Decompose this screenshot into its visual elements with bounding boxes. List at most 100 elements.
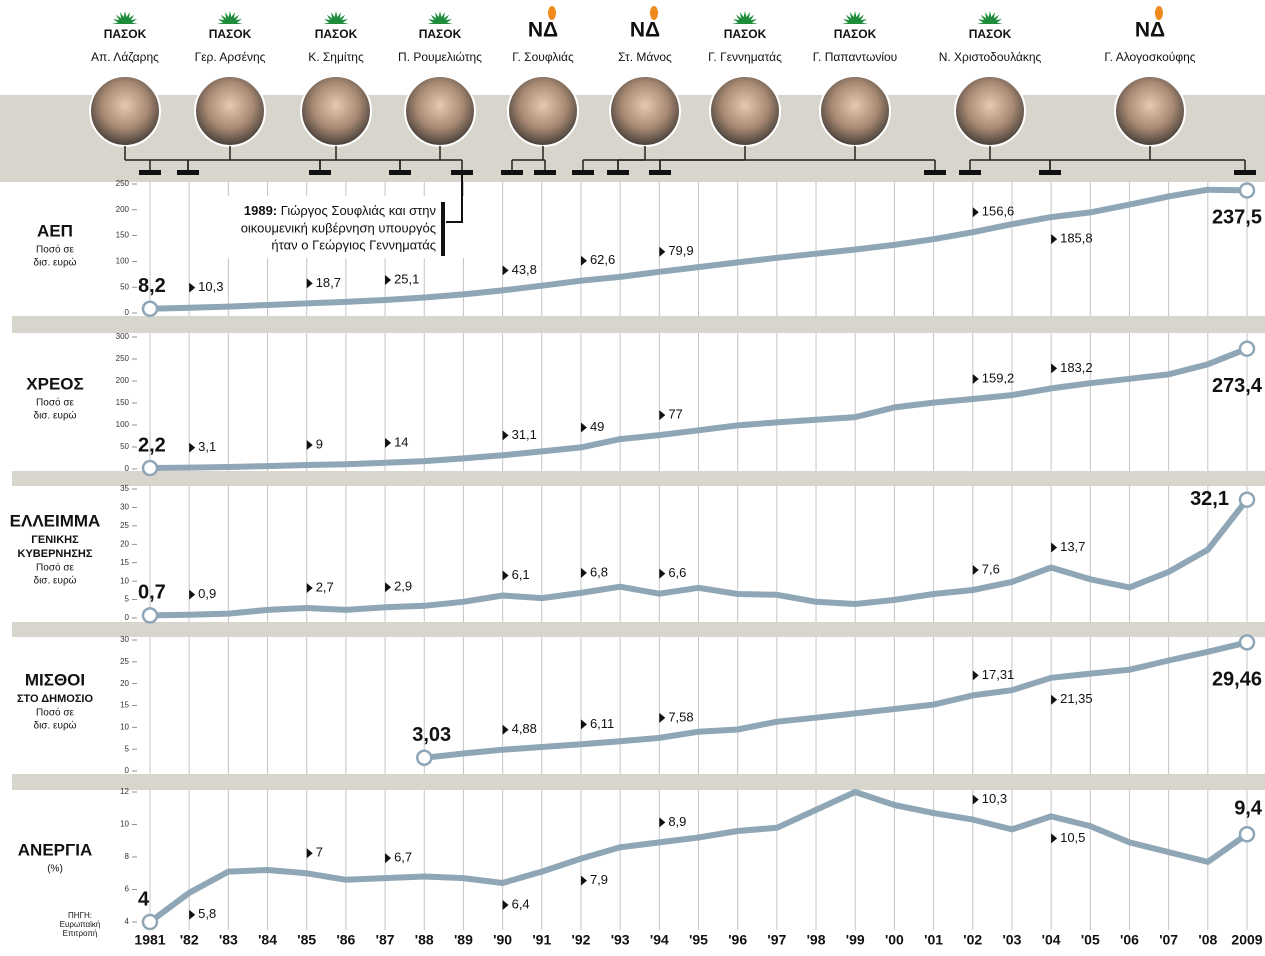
value-label: 49	[590, 419, 604, 434]
x-tick-label: '97	[767, 932, 786, 948]
value-label: 13,7	[1060, 539, 1085, 554]
x-tick-label: '88	[415, 932, 434, 948]
y-tick-label: 25	[120, 521, 129, 530]
data-line	[147, 789, 1250, 925]
tenure-end	[649, 170, 671, 175]
party-label: ΠΑΣΟΚ	[834, 27, 877, 41]
party-label: ΠΑΣΟΚ	[969, 27, 1012, 41]
y-tick-label: 0	[125, 464, 130, 473]
minister-name: Γ. Σουφλιάς	[512, 50, 574, 64]
chart-subtitle: δισ. ευρώ	[34, 410, 77, 422]
minister-name: Γ. Γεννηματάς	[708, 50, 782, 64]
x-tick-label: '02	[963, 932, 982, 948]
label-arrow	[306, 583, 313, 594]
value-label: 185,8	[1060, 231, 1093, 246]
x-tick-label: 2009	[1231, 932, 1262, 948]
minister-name: Κ. Σημίτης	[308, 50, 364, 64]
label-arrow	[385, 437, 392, 448]
label-arrow	[502, 570, 509, 581]
x-tick-label: '07	[1159, 932, 1178, 948]
label-arrow	[1051, 694, 1058, 705]
value-label: 9	[316, 436, 323, 451]
label-arrow	[972, 207, 979, 218]
end-point	[1238, 340, 1256, 357]
label-arrow	[580, 875, 587, 886]
value-label: 62,6	[590, 252, 615, 267]
value-label: 4	[138, 888, 150, 910]
chart-subtitle: δισ. ευρώ	[34, 257, 77, 269]
party-label: ΠΑΣΟΚ	[315, 27, 358, 41]
value-label: 6,4	[512, 896, 530, 911]
tenure-end	[309, 170, 331, 175]
y-tick-label: 20	[120, 679, 129, 688]
label-arrow	[189, 282, 196, 293]
party-logo	[1155, 6, 1163, 20]
source: Ευρωπαϊκή	[60, 920, 101, 929]
x-tick-label: '89	[454, 932, 473, 948]
x-tick-label: '03	[1002, 932, 1021, 948]
y-tick-label: 250	[116, 179, 130, 188]
minister-name: Απ. Λάζαρης	[91, 50, 159, 64]
y-tick-label: 35	[120, 484, 129, 493]
chart-title: ΑΝΕΡΓΙΑ	[18, 840, 92, 859]
tenure-end	[534, 170, 556, 175]
value-label: 25,1	[394, 271, 419, 286]
label-arrow	[189, 442, 196, 453]
value-label: 0,9	[198, 586, 216, 601]
label-arrow	[659, 712, 666, 723]
end-point	[1238, 491, 1256, 508]
chart-title: ΣΤΟ ΔΗΜΟΣΙΟ	[17, 693, 94, 705]
party-logo	[323, 11, 349, 24]
separator	[12, 316, 1265, 333]
tenure-end	[1234, 170, 1256, 175]
minister-photo	[194, 75, 266, 147]
end-point	[141, 913, 159, 931]
y-tick-label: 8	[125, 852, 130, 861]
value-label: 18,7	[316, 275, 341, 290]
y-tick-label: 50	[120, 282, 129, 291]
label-arrow	[659, 410, 666, 421]
party-logo	[217, 11, 243, 24]
year-grid	[149, 182, 1248, 930]
value-label: 0,7	[138, 582, 166, 604]
chart-title: ΧΡΕΟΣ	[26, 374, 83, 393]
x-tick-label: '92	[572, 932, 591, 948]
separator	[12, 622, 1265, 637]
chart-subtitle: Ποσό σε	[36, 707, 74, 719]
y-tick-label: 0	[125, 613, 130, 622]
x-tick-label: '86	[336, 932, 355, 948]
x-tick-label: '05	[1081, 932, 1100, 948]
annotation-connector	[446, 172, 463, 223]
y-tick-label: 12	[120, 787, 129, 796]
data-line	[147, 186, 1250, 312]
chart-title: ΚΥΒΕΡΝΗΣΗΣ	[18, 548, 93, 560]
separator	[12, 471, 1265, 486]
value-label: 10,3	[982, 791, 1007, 806]
annotation-box	[198, 196, 470, 258]
tenure-end	[177, 170, 199, 175]
data-line	[421, 639, 1250, 761]
label-arrow	[580, 567, 587, 578]
chart-title: ΓΕΝΙΚΗΣ	[31, 534, 79, 546]
value-label: 21,35	[1060, 691, 1093, 706]
chart-title: ΜΙΣΘΟΙ	[25, 670, 85, 689]
x-tick-label: '00	[885, 932, 904, 948]
value-label: 6,6	[668, 565, 686, 580]
x-tick-label: '85	[297, 932, 316, 948]
minister-photo	[819, 75, 891, 147]
party-logo	[732, 11, 758, 24]
y-tick-label: 4	[125, 917, 130, 926]
party-logo	[977, 11, 1003, 24]
label-arrow	[659, 817, 666, 828]
annotation: 1989: Γιώργος Σουφλιάς και στην οικουμεν…	[198, 172, 470, 258]
source: ΠΗΓΗ:	[68, 911, 92, 920]
value-label: 156,6	[982, 204, 1015, 219]
label-arrow	[580, 719, 587, 730]
y-tick-label: 100	[116, 420, 130, 429]
value-label: 4,88	[512, 721, 537, 736]
data-line	[147, 345, 1250, 471]
y-tick-label: 25	[120, 657, 129, 666]
minister-photo	[89, 75, 161, 147]
annotation-line: ήταν ο Γεώργιος Γεννηματάς	[271, 237, 436, 252]
